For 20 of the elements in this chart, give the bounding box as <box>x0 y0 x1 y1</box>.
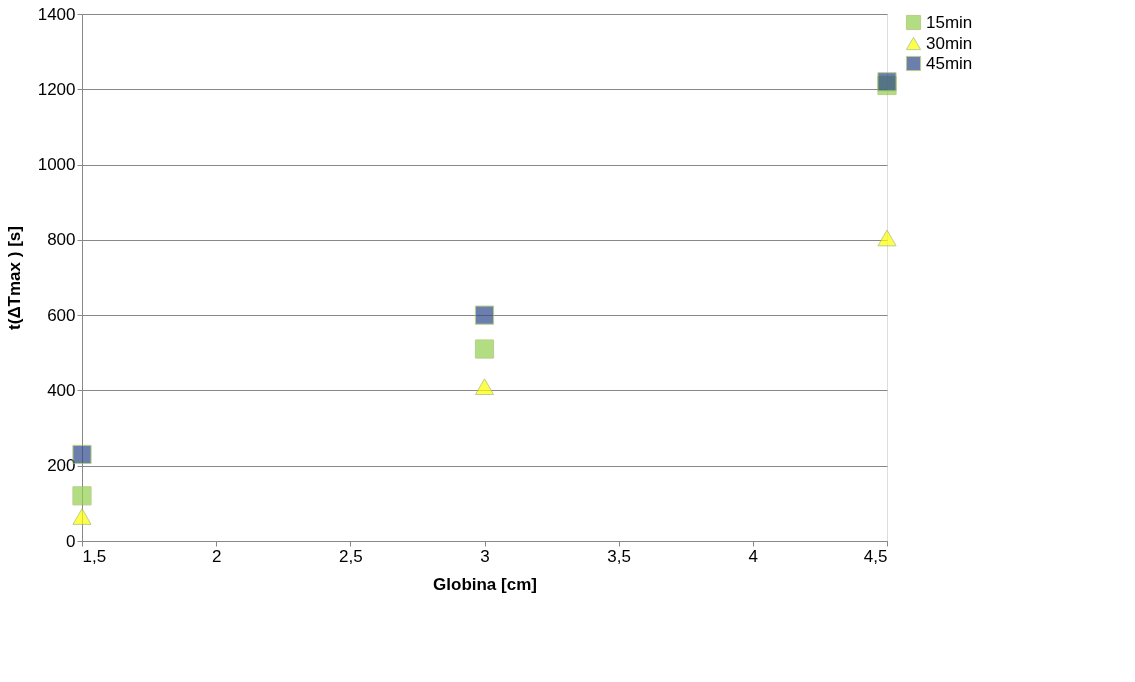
x-axis-title: Globina [cm] <box>433 574 537 594</box>
y-tick-label: 400 <box>47 380 76 400</box>
y-tick-label: 800 <box>47 230 76 250</box>
x-tick-label: 2 <box>211 546 222 566</box>
legend-label: 30min <box>926 33 973 53</box>
x-tick-label: 3,5 <box>607 546 631 566</box>
x-tick-label: 4 <box>748 546 759 566</box>
x-tick-label: 4,5 <box>863 546 888 566</box>
y-axis-title: t(ΔTmax ) [s] <box>4 226 24 330</box>
y-tick-label: 1000 <box>37 155 76 175</box>
legend-label: 15min <box>926 12 973 32</box>
y-tick-label: 0 <box>66 531 76 551</box>
x-tick-label: 1,5 <box>82 546 107 566</box>
y-tick-label: 1200 <box>37 79 76 99</box>
y-tick-label: 600 <box>47 305 76 325</box>
legend-label: 45min <box>926 53 973 73</box>
y-tick-label: 200 <box>47 456 76 476</box>
x-tick-label: 2,5 <box>339 546 363 566</box>
y-tick-label: 1400 <box>37 4 76 24</box>
x-tick-label: 3 <box>480 546 490 566</box>
